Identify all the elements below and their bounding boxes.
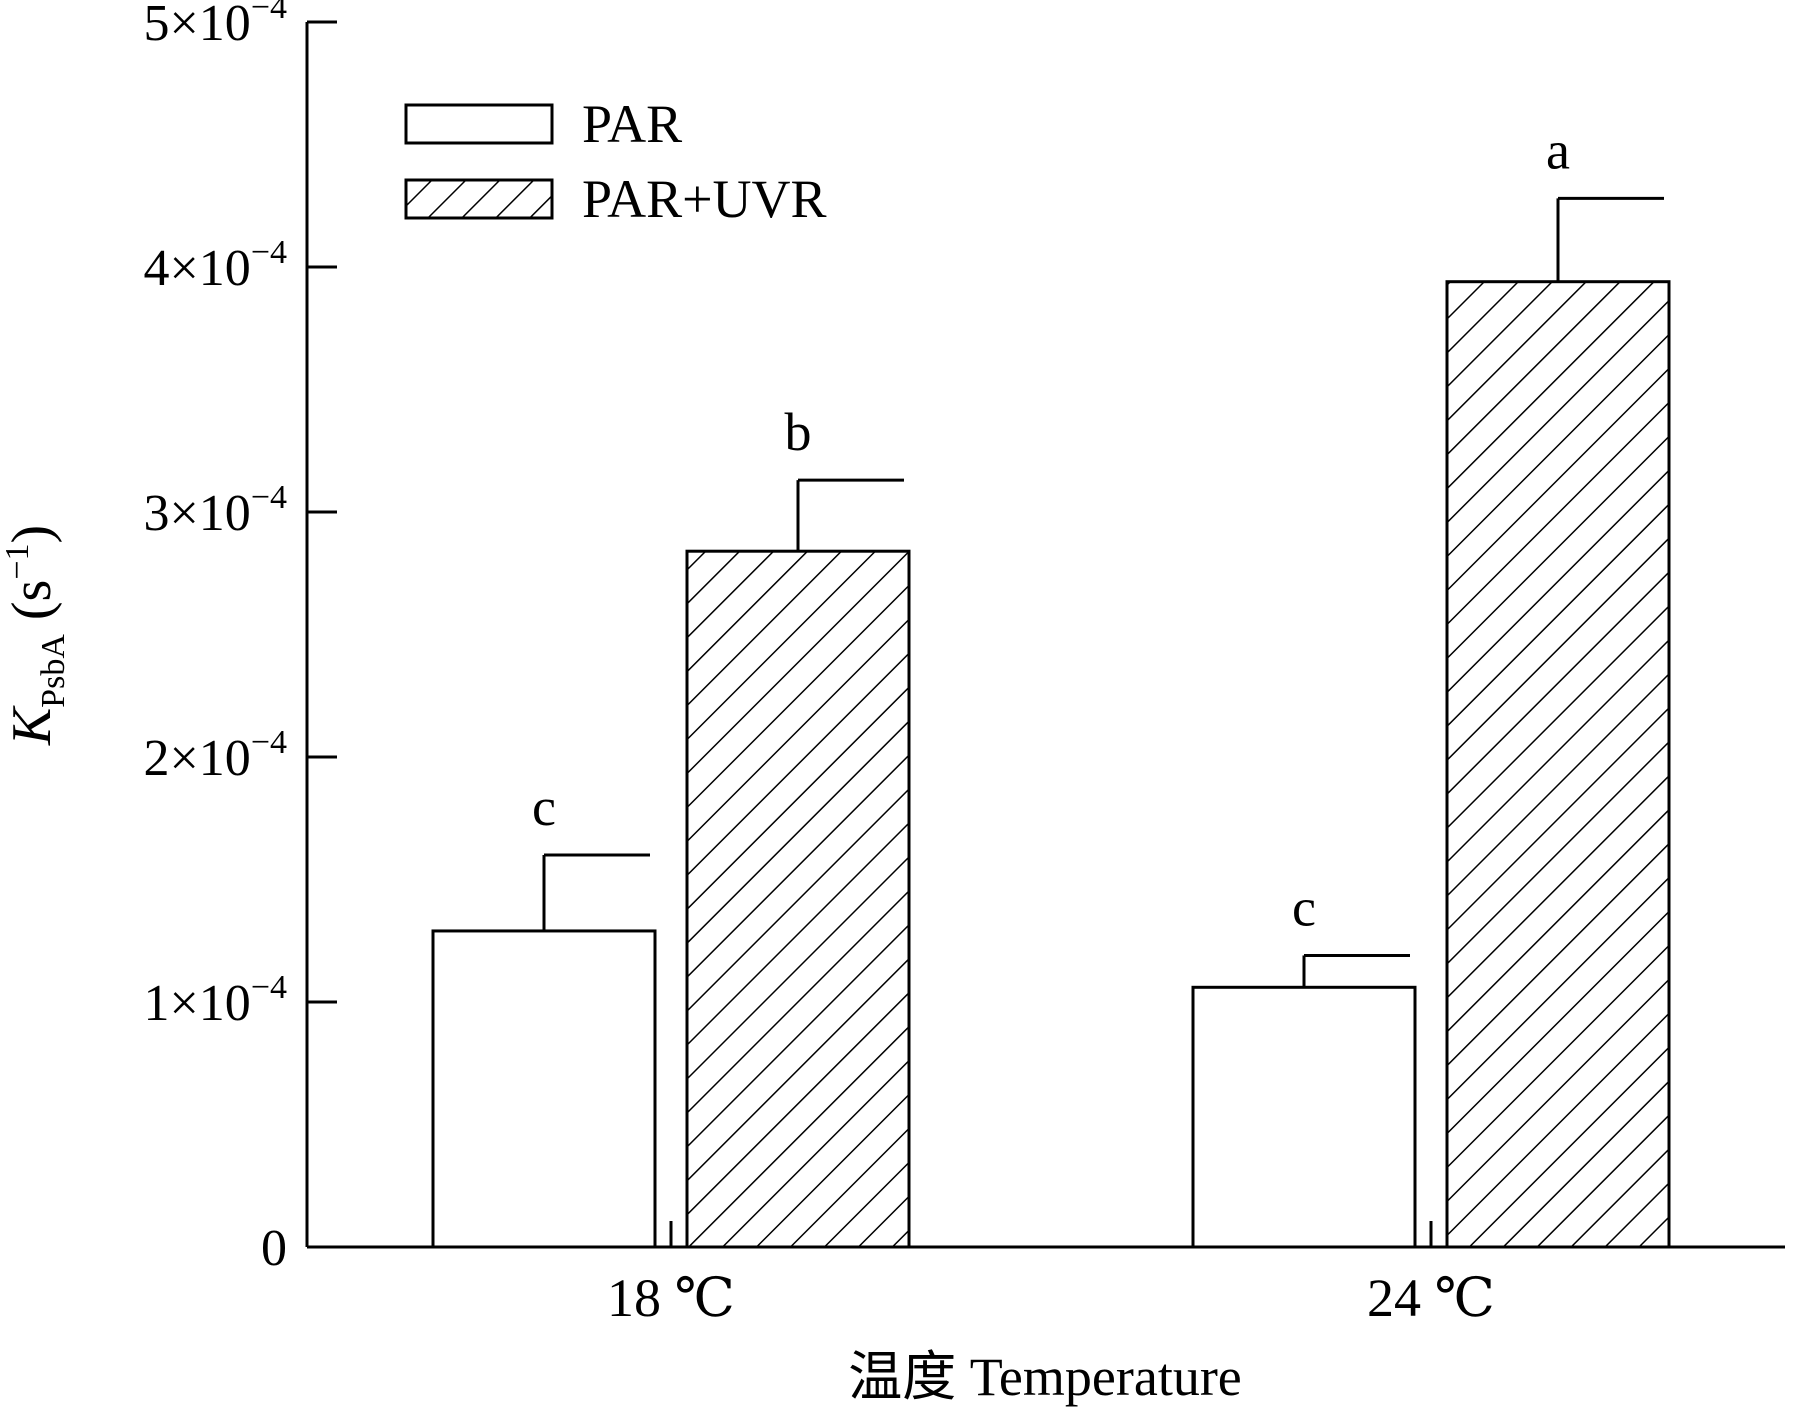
significance-label: a xyxy=(1546,120,1570,180)
y-tick-label: 4×10−4 xyxy=(143,234,287,297)
bar xyxy=(1445,280,1671,1249)
y-axis-title: KPsbA (s−1) xyxy=(0,525,72,746)
legend-label: PAR+UVR xyxy=(582,169,827,229)
significance-label: c xyxy=(532,777,556,837)
legend-swatch xyxy=(404,178,554,220)
y-tick-label: 2×10−4 xyxy=(143,724,287,787)
y-tick-label: 0 xyxy=(261,1220,287,1277)
legend-swatch xyxy=(404,103,554,145)
significance-label: c xyxy=(1292,877,1316,937)
x-axis-title: 温度 Temperature xyxy=(848,1347,1242,1407)
y-tick-label: 5×10−4 xyxy=(143,0,287,52)
y-tick-label: 1×10−4 xyxy=(143,969,287,1032)
bar xyxy=(685,549,911,1249)
bar xyxy=(1191,985,1417,1249)
x-tick-label: 18 ℃ xyxy=(607,1268,735,1328)
bar xyxy=(431,929,657,1249)
bars: c b c a xyxy=(431,120,1671,1249)
significance-label: b xyxy=(785,402,812,462)
legend: PAR PAR+UVR xyxy=(404,94,827,229)
y-tick-label: 3×10−4 xyxy=(143,479,287,542)
legend-label: PAR xyxy=(582,94,682,154)
x-tick-label: 24 ℃ xyxy=(1367,1268,1495,1328)
